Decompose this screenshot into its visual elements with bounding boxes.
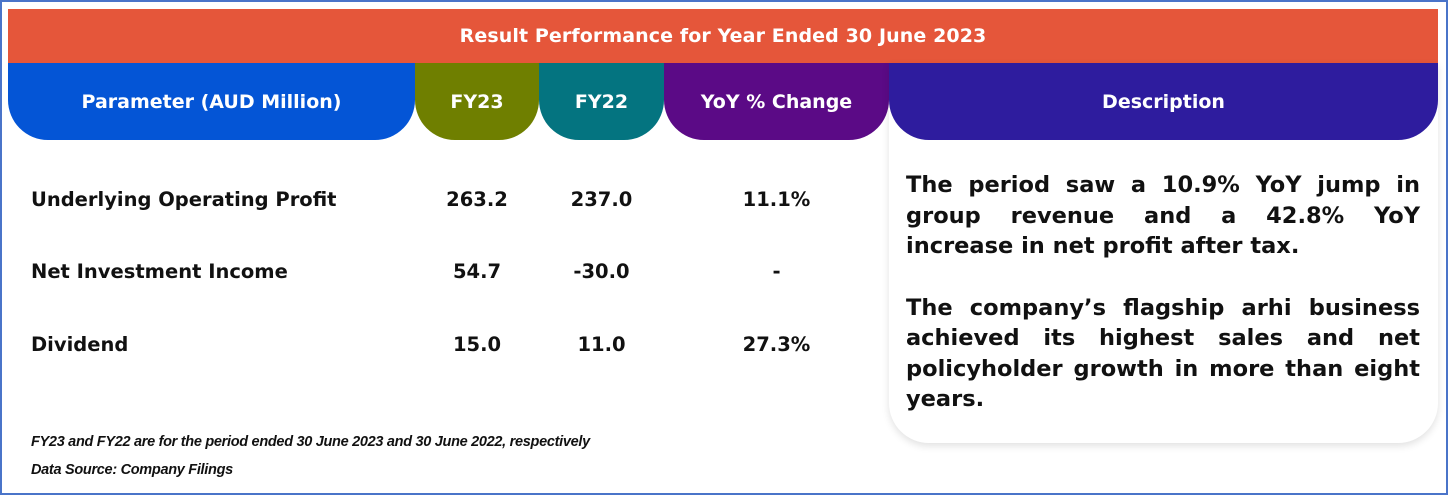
column-header-parameter: Parameter (AUD Million) — [8, 63, 415, 140]
table-row: Underlying Operating Profit 263.2 237.0 … — [2, 180, 889, 220]
fy22-value: 11.0 — [577, 333, 626, 356]
description-card: Description The period saw a 10.9% YoY j… — [889, 63, 1438, 443]
fy22-value: 237.0 — [570, 188, 633, 211]
data-source-footnote: Data Source: Company Filings — [31, 462, 233, 478]
title-bar: Result Performance for Year Ended 30 Jun… — [8, 9, 1438, 63]
fy23-value: 54.7 — [452, 260, 502, 283]
table-row: Net Investment Income 54.7 -30.0 - — [2, 252, 889, 292]
yoy-value: 11.1% — [742, 188, 811, 211]
table-row: Dividend 15.0 11.0 27.3% — [2, 325, 889, 365]
row-label: Underlying Operating Profit — [31, 188, 337, 211]
row-label: Net Investment Income — [31, 260, 288, 283]
fy22-value: -30.0 — [573, 260, 630, 283]
yoy-value: - — [772, 260, 781, 283]
column-header-description-label: Description — [1102, 90, 1225, 113]
column-header-parameter-label: Parameter (AUD Million) — [81, 90, 342, 113]
description-paragraph: The company’s flagship arhi business ach… — [906, 294, 1420, 413]
column-header-yoy-label: YoY % Change — [700, 90, 853, 113]
yoy-value: 27.3% — [742, 333, 811, 356]
column-header-description: Description — [889, 63, 1438, 140]
column-header-fy23-label: FY23 — [450, 90, 504, 113]
description-paragraph: The period saw a 10.9% YoY jump in group… — [906, 172, 1420, 259]
description-body: The period saw a 10.9% YoY jump in group… — [906, 170, 1420, 446]
column-header-fy22-label: FY22 — [574, 90, 629, 113]
column-header-fy22: FY22 — [539, 63, 664, 140]
fy23-value: 15.0 — [452, 333, 502, 356]
row-label: Dividend — [31, 333, 129, 356]
fy23-value: 263.2 — [446, 188, 508, 211]
period-footnote: FY23 and FY22 are for the period ended 3… — [31, 434, 590, 450]
title-text: Result Performance for Year Ended 30 Jun… — [459, 25, 987, 47]
column-header-yoy: YoY % Change — [664, 63, 889, 140]
column-header-fy23: FY23 — [415, 63, 539, 140]
